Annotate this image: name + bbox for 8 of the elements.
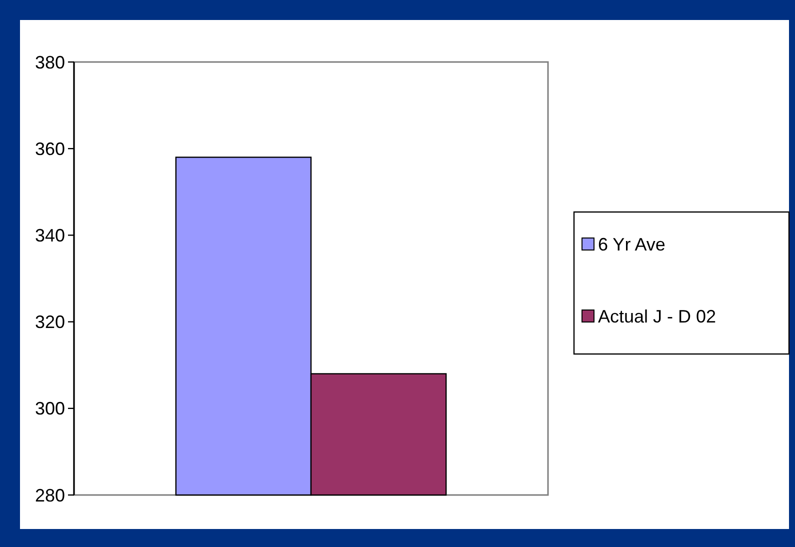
y-tick-label: 320 (34, 312, 65, 332)
legend-label: Actual J - D 02 (598, 306, 716, 326)
y-tick-label: 380 (34, 52, 65, 72)
y-tick-label: 360 (34, 138, 65, 159)
y-tick-label: 340 (34, 226, 65, 246)
y-tick-label: 280 (34, 485, 65, 506)
y-tick-label: 300 (34, 398, 65, 419)
legend-label: 6 Yr Ave (598, 234, 666, 254)
